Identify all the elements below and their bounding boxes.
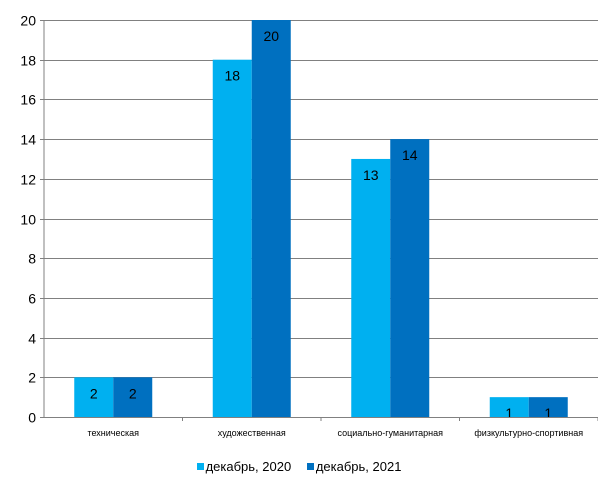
bar-0-0 (74, 377, 114, 417)
legend-item-2021: декабрь, 2021 (306, 459, 402, 474)
x-category-label-1: художественная (218, 428, 286, 438)
legend-label-2021: декабрь, 2021 (315, 459, 402, 474)
data-label-1-0: 18 (224, 68, 240, 84)
data-label-3-1: 1 (544, 405, 552, 421)
bar-3-1 (528, 397, 568, 417)
legend-label-2020: декабрь, 2020 (205, 459, 292, 474)
y-tick-label-18: 18 (20, 53, 36, 69)
bar-0-1 (113, 377, 153, 417)
bar-2-1 (390, 139, 430, 417)
gridlines (44, 20, 598, 378)
y-tick-label-10: 10 (20, 212, 36, 228)
legend: декабрь, 2020 декабрь, 2021 (0, 459, 598, 474)
data-label-2-1: 14 (402, 147, 418, 163)
bar-3-0 (489, 397, 529, 417)
data-label-3-0: 1 (505, 405, 513, 421)
data-label-0-0: 2 (90, 385, 98, 401)
y-tick-label-16: 16 (20, 92, 36, 108)
x-category-label-3: физкультурно-спортивная (474, 428, 583, 438)
bar-1-1 (251, 20, 291, 417)
y-tick-label-6: 6 (28, 291, 36, 307)
y-tick-label-0: 0 (28, 410, 36, 426)
y-axis-ticks: 0 2 4 6 8 10 12 14 16 18 20 (20, 13, 44, 426)
data-label-1-1: 20 (263, 28, 279, 44)
legend-swatch-2020 (196, 463, 204, 470)
bars (74, 20, 568, 417)
y-tick-label-8: 8 (28, 251, 36, 267)
data-label-2-0: 13 (363, 167, 379, 183)
y-tick-label-20: 20 (20, 13, 36, 29)
x-category-label-2: социально-гуманитарная (338, 428, 444, 438)
y-tick-label-12: 12 (20, 172, 36, 188)
legend-item-2020: декабрь, 2020 (196, 459, 292, 474)
bar-2-0 (351, 158, 391, 417)
y-tick-label-14: 14 (20, 132, 36, 148)
bar-1-0 (212, 59, 252, 417)
data-labels: 2 2 18 20 13 14 1 1 (90, 28, 553, 421)
y-tick-label-4: 4 (28, 331, 36, 347)
x-axis: техническая художественная социально-гуман… (43, 20, 598, 438)
data-label-0-1: 2 (129, 385, 137, 401)
legend-swatch-2021 (306, 463, 314, 470)
x-category-label-0: техническая (87, 428, 139, 438)
y-tick-label-2: 2 (28, 370, 36, 386)
